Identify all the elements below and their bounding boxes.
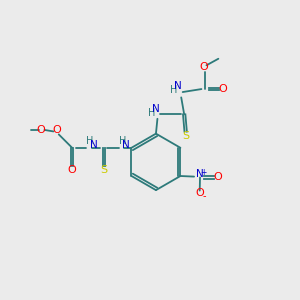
Text: O: O [68, 165, 76, 175]
Text: H: H [170, 85, 178, 95]
Text: S: S [182, 131, 189, 141]
Text: O: O [195, 188, 204, 198]
Text: O: O [52, 125, 61, 135]
Text: O: O [200, 62, 208, 72]
Text: H: H [148, 108, 155, 118]
Text: H: H [86, 136, 94, 146]
Text: N: N [196, 169, 204, 179]
Text: N: N [122, 140, 130, 150]
Text: H: H [119, 136, 126, 146]
Text: -: - [202, 190, 206, 201]
Text: N: N [152, 104, 160, 114]
Text: O: O [218, 84, 227, 94]
Text: +: + [201, 168, 207, 177]
Text: S: S [100, 165, 107, 175]
Text: N: N [90, 140, 98, 150]
Text: O: O [213, 172, 222, 182]
Text: O: O [36, 125, 45, 135]
Text: N: N [174, 81, 182, 91]
